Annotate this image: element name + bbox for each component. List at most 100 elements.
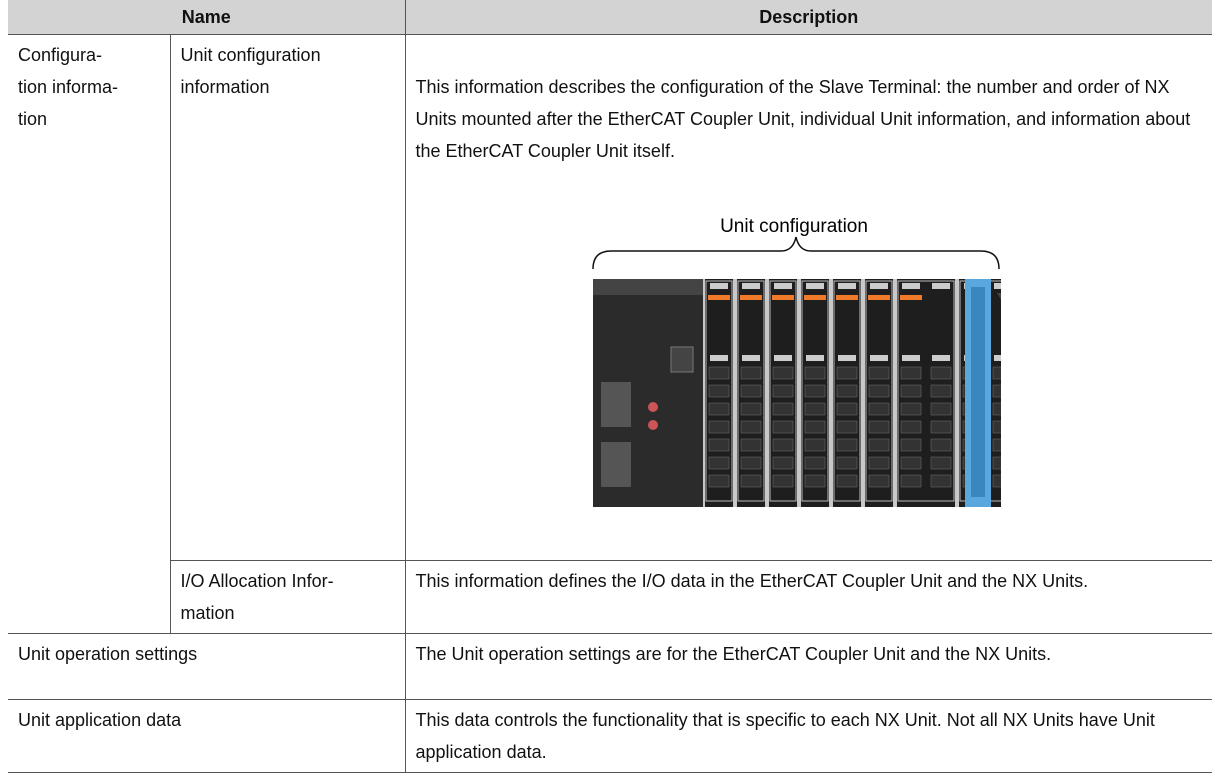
unit-part — [740, 456, 761, 470]
header-cell: Name — [8, 0, 406, 35]
description-text: This information describes the configura… — [415, 77, 1191, 161]
unit-part — [740, 438, 761, 452]
unit-part — [868, 456, 889, 470]
header-cell: Description — [404, 0, 1212, 35]
unit-part — [868, 384, 889, 398]
unit-part — [740, 474, 761, 488]
unit-part — [836, 456, 857, 470]
unit-part — [740, 366, 761, 380]
unit-part — [869, 283, 888, 289]
name-cell: I/O Allocation Infor- mation — [170, 560, 406, 634]
unit-part — [773, 283, 792, 289]
unit-part — [740, 402, 761, 416]
unit-part — [836, 366, 857, 380]
end-cover-inner — [970, 287, 985, 497]
unit-part — [833, 280, 860, 502]
unit-part — [868, 474, 889, 488]
unit-part — [868, 420, 889, 434]
unit-part — [900, 402, 921, 416]
unit-part — [901, 283, 920, 289]
unit-part — [772, 420, 793, 434]
description-cell: This information defines the I/O data in… — [404, 560, 1212, 634]
unit-part — [707, 295, 730, 300]
unit-part — [709, 283, 728, 289]
unit-part — [804, 474, 825, 488]
unit-part — [900, 420, 921, 434]
unit-part — [992, 420, 1001, 434]
unit-part — [772, 384, 793, 398]
unit-part — [993, 283, 1001, 289]
header-row: Name Description — [8, 0, 1212, 35]
unit-part — [992, 474, 1001, 488]
unit-part — [868, 402, 889, 416]
unit-part — [705, 280, 732, 502]
figure-label: Unit configuration — [720, 216, 868, 237]
led — [647, 402, 658, 412]
unit-part — [992, 402, 1001, 416]
name-cell: Unit configuration information — [169, 34, 406, 561]
unit-part — [897, 280, 954, 502]
unit-part — [709, 355, 728, 361]
info-icon-dot — [1000, 469, 1001, 473]
row: Configura- tion informa- tion Unit confi… — [8, 34, 1212, 634]
unit-part — [772, 474, 793, 488]
info-table: Name Description Configura- tion informa… — [8, 0, 1212, 773]
name-cell: Unit application data — [8, 699, 406, 773]
unit-part — [804, 402, 825, 416]
unit-part — [836, 384, 857, 398]
unit-part — [992, 384, 1001, 398]
unit-part — [900, 474, 921, 488]
unit-part — [993, 355, 1001, 361]
unit-part — [930, 420, 951, 434]
row: Unit application data This data controls… — [8, 699, 1212, 773]
description-cell: This data controls the functionality tha… — [404, 699, 1212, 773]
unit-part — [805, 283, 824, 289]
unit-figure: Unit configuration — [591, 216, 1001, 507]
port — [600, 382, 631, 427]
unit-part — [740, 420, 761, 434]
description-cell: The Unit operation settings are for the … — [404, 633, 1212, 700]
unit-part — [804, 420, 825, 434]
unit-part — [773, 355, 792, 361]
unit-part — [708, 474, 729, 488]
unit-part — [930, 438, 951, 452]
led — [647, 420, 658, 430]
unit-part — [708, 402, 729, 416]
unit-part — [837, 283, 856, 289]
unit-part — [836, 438, 857, 452]
unit-part — [837, 355, 856, 361]
unit-part — [868, 366, 889, 380]
unit-part — [772, 402, 793, 416]
unit-part — [772, 366, 793, 380]
unit-part — [772, 456, 793, 470]
unit-part — [869, 355, 888, 361]
unit-part — [865, 280, 892, 502]
unit-part — [741, 283, 760, 289]
unit-part — [992, 438, 1001, 452]
unit-part — [801, 280, 828, 502]
unit-part — [899, 295, 922, 300]
scroll-arrow — [996, 293, 1001, 300]
port — [600, 442, 631, 487]
unit-part — [803, 295, 826, 300]
unit-part — [992, 456, 1001, 470]
unit-part — [930, 474, 951, 488]
unit-part — [737, 280, 764, 502]
unit-part — [930, 366, 951, 380]
unit-part — [804, 456, 825, 470]
unit-part — [836, 420, 857, 434]
unit-part — [804, 366, 825, 380]
switch — [670, 346, 693, 373]
unit-part — [804, 438, 825, 452]
unit-part — [900, 366, 921, 380]
unit-part — [771, 295, 794, 300]
name-cell: Unit operation settings — [8, 633, 406, 700]
unit-part — [901, 355, 920, 361]
unit-part — [931, 355, 950, 361]
brace — [591, 236, 1000, 270]
row: I/O Allocation Infor- mation This inform… — [8, 560, 1212, 634]
unit-part — [739, 295, 762, 300]
unit-part — [867, 295, 890, 300]
unit-part — [900, 456, 921, 470]
